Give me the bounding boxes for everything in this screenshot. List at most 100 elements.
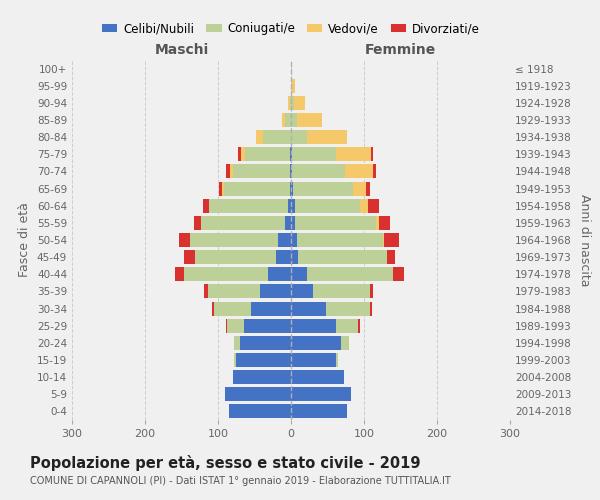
Bar (233, 164, 290, 178)
Bar (256, 130, 263, 144)
Bar (291, 113, 297, 127)
Bar (244, 318, 291, 332)
Bar (371, 148, 373, 162)
Bar (291, 96, 294, 110)
Bar (307, 130, 347, 144)
Bar (291, 130, 307, 144)
Bar (292, 164, 345, 178)
Bar (293, 182, 353, 196)
Bar (236, 353, 291, 367)
Bar (336, 148, 371, 162)
Bar (214, 302, 251, 316)
Bar (290, 164, 291, 178)
Bar (358, 318, 359, 332)
Bar (238, 148, 241, 162)
Bar (230, 164, 233, 178)
Bar (336, 318, 358, 332)
Bar (370, 284, 373, 298)
Bar (385, 233, 399, 247)
Bar (336, 353, 338, 367)
Bar (241, 148, 245, 162)
Bar (290, 182, 291, 196)
Bar (388, 250, 395, 264)
Bar (353, 182, 366, 196)
Bar (291, 233, 297, 247)
Bar (373, 164, 376, 178)
Bar (379, 216, 390, 230)
Bar (295, 198, 361, 212)
Bar (190, 233, 278, 247)
Bar (288, 96, 290, 110)
Bar (291, 318, 336, 332)
Bar (291, 250, 298, 264)
Bar (370, 302, 372, 316)
Bar (233, 370, 291, 384)
Bar (223, 182, 224, 196)
Bar (281, 113, 285, 127)
Bar (290, 148, 291, 162)
Bar (285, 216, 291, 230)
Bar (234, 336, 240, 350)
Bar (291, 284, 313, 298)
Bar (366, 182, 370, 196)
Bar (208, 284, 260, 298)
Bar (393, 268, 404, 281)
Bar (288, 198, 291, 212)
Bar (291, 336, 341, 350)
Bar (361, 198, 368, 212)
Bar (376, 216, 379, 230)
Text: Maschi: Maschi (154, 42, 209, 56)
Text: Femmine: Femmine (365, 42, 436, 56)
Bar (291, 164, 292, 178)
Bar (184, 268, 268, 281)
Bar (297, 233, 383, 247)
Bar (291, 268, 307, 281)
Bar (291, 182, 293, 196)
Y-axis label: Fasce di età: Fasce di età (19, 202, 31, 278)
Bar (285, 113, 291, 127)
Text: COMUNE DI CAPANNOLI (PI) - Dati ISTAT 1° gennaio 2019 - Elaborazione TUTTITALIA.: COMUNE DI CAPANNOLI (PI) - Dati ISTAT 1°… (30, 476, 451, 486)
Bar (291, 216, 295, 230)
Bar (295, 216, 376, 230)
Bar (268, 268, 291, 281)
Bar (245, 148, 290, 162)
Bar (219, 182, 223, 196)
Bar (292, 148, 336, 162)
Bar (260, 284, 291, 298)
Bar (313, 284, 370, 298)
Bar (291, 78, 295, 92)
Bar (291, 388, 351, 402)
Bar (263, 130, 291, 144)
Bar (291, 302, 326, 316)
Bar (291, 370, 344, 384)
Bar (341, 336, 349, 350)
Bar (175, 268, 184, 281)
Bar (307, 268, 393, 281)
Bar (326, 302, 370, 316)
Bar (240, 336, 291, 350)
Bar (194, 250, 277, 264)
Bar (184, 250, 194, 264)
Bar (277, 250, 291, 264)
Bar (224, 182, 290, 196)
Bar (297, 113, 322, 127)
Bar (291, 404, 347, 418)
Y-axis label: Anni di nascita: Anni di nascita (578, 194, 591, 286)
Text: Popolazione per età, sesso e stato civile - 2019: Popolazione per età, sesso e stato civil… (30, 455, 421, 471)
Bar (234, 353, 236, 367)
Bar (201, 216, 285, 230)
Bar (383, 233, 385, 247)
Bar (368, 198, 379, 212)
Bar (251, 302, 291, 316)
Bar (290, 96, 291, 110)
Bar (294, 96, 305, 110)
Bar (204, 284, 208, 298)
Bar (203, 198, 209, 212)
Bar (226, 318, 227, 332)
Bar (345, 164, 373, 178)
Bar (212, 302, 214, 316)
Bar (298, 250, 388, 264)
Bar (179, 233, 190, 247)
Bar (226, 164, 230, 178)
Bar (291, 148, 292, 162)
